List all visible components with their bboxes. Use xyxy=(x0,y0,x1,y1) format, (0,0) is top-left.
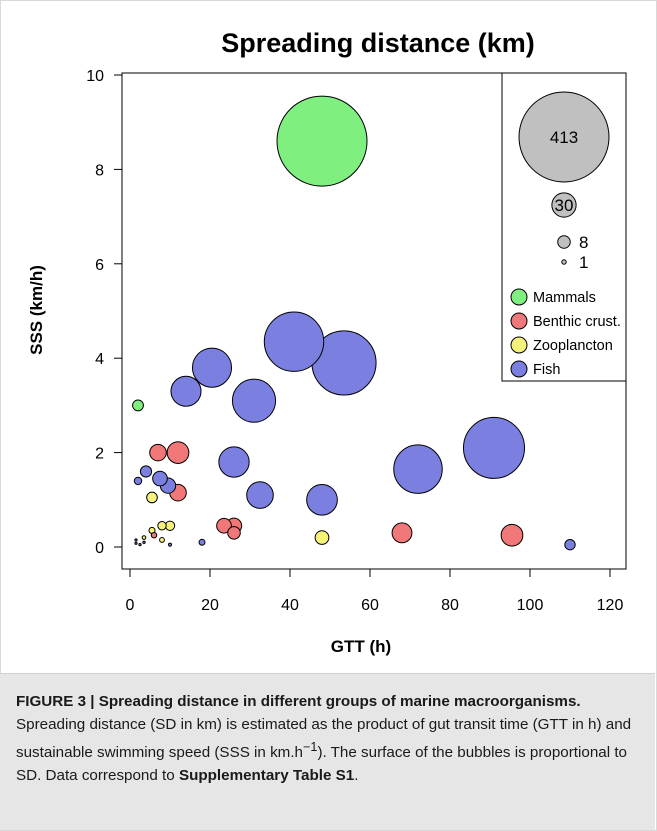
bubble-fish xyxy=(231,378,277,423)
bubble-benthic-crust xyxy=(391,522,413,544)
bubble-fish xyxy=(198,538,206,546)
legend-swatch xyxy=(510,288,528,306)
legend: 413 30 81 Mammals Benthic crust. Zooplancton… xyxy=(501,72,627,382)
caption-end: . xyxy=(354,767,359,785)
y-tick-label: 8 xyxy=(95,162,104,179)
size-legend: 413 30 81 xyxy=(518,91,610,272)
bubble-fish xyxy=(218,446,250,478)
x-tick-label: 60 xyxy=(361,597,379,614)
bubble-benthic-crust xyxy=(500,523,524,547)
legend-label: Benthic crust. xyxy=(533,314,621,330)
size-legend-bubble xyxy=(518,91,610,183)
bubble-fish xyxy=(462,416,526,479)
size-legend-bubble xyxy=(551,192,577,218)
bubble-zooplancton xyxy=(164,520,176,531)
x-tick-label: 20 xyxy=(201,597,219,614)
bubble-layer xyxy=(132,95,576,551)
bubble-zooplancton xyxy=(157,521,167,531)
caption-lead: FIGURE 3 | Spreading distance in differe… xyxy=(16,693,581,710)
bubble-fish xyxy=(152,470,168,487)
bubble-zooplancton xyxy=(141,535,147,540)
legend-label: Fish xyxy=(533,362,560,378)
bubble-fish xyxy=(564,538,576,551)
legend-label: Zooplancton xyxy=(533,338,613,354)
bubble-benthic-crust xyxy=(216,517,232,534)
color-legend: Mammals Benthic crust. Zooplancton Fish xyxy=(510,288,621,378)
caption-reference: Supplementary Table S1 xyxy=(178,767,355,785)
size-legend-label: 30 xyxy=(555,196,574,215)
bubble-fish xyxy=(191,347,233,388)
y-axis-label: SSS (km/h) xyxy=(27,265,46,355)
bubble-fish xyxy=(306,483,338,516)
x-tick-label: 40 xyxy=(281,597,299,614)
legend-swatch xyxy=(510,312,528,330)
caption-body-2: ). The surface of the bubbles is proport… xyxy=(16,744,627,785)
bubble-zooplancton xyxy=(159,536,165,543)
bubble-chart: Spreading distance (km) 0 20 40 60 80 100 120 … xyxy=(27,28,627,656)
caption-body: Spreading distance (SD in km) is estimat… xyxy=(16,716,632,762)
bubble-mammals xyxy=(132,399,144,412)
x-tick-label: 80 xyxy=(441,597,459,614)
legend-swatch xyxy=(510,360,528,378)
x-tick-label: 0 xyxy=(126,597,135,614)
bubble-fish xyxy=(246,481,274,509)
x-tick-label: 120 xyxy=(597,597,624,614)
bubble-zooplancton xyxy=(146,491,158,504)
bubble-fish xyxy=(139,465,153,478)
bubble-benthic-crust xyxy=(150,531,158,539)
x-axis: 0 20 40 60 80 100 120 xyxy=(126,568,624,614)
legend-swatch xyxy=(510,336,528,354)
x-axis-label: GTT (h) xyxy=(331,637,391,656)
bubble-fish xyxy=(263,311,325,372)
bubble-fish xyxy=(134,538,138,542)
size-legend-label: 413 xyxy=(550,128,578,147)
bubble-fish xyxy=(133,476,143,486)
bubble-mammals xyxy=(276,95,368,187)
y-tick-label: 4 xyxy=(95,351,104,368)
bubble-benthic-crust xyxy=(149,443,167,462)
figure-caption: FIGURE 3 | Spreading distance in differe… xyxy=(16,690,644,787)
chart-title: Spreading distance (km) xyxy=(221,28,535,58)
bubble-benthic-crust xyxy=(166,441,190,464)
bubble-fish xyxy=(138,543,142,547)
caption-superscript: −1 xyxy=(303,740,318,754)
size-legend-bubble xyxy=(561,259,567,265)
y-tick-label: 6 xyxy=(95,257,104,274)
size-legend-bubble xyxy=(557,235,571,249)
bubble-benthic-crust xyxy=(227,526,241,540)
bubble-fish xyxy=(134,541,138,545)
y-axis: 0 2 4 6 8 10 xyxy=(86,68,123,557)
y-tick-label: 2 xyxy=(95,446,104,463)
caption-background xyxy=(0,673,655,830)
bubble-fish xyxy=(167,542,173,547)
legend-label: Mammals xyxy=(533,290,596,306)
bubble-fish xyxy=(142,540,146,544)
bubble-fish xyxy=(170,375,202,407)
y-tick-label: 0 xyxy=(95,540,104,557)
x-tick-label: 100 xyxy=(517,597,544,614)
size-legend-label: 8 xyxy=(579,233,588,252)
size-legend-label: 1 xyxy=(579,253,588,272)
y-tick-label: 10 xyxy=(86,68,104,85)
bubble-fish xyxy=(393,444,443,494)
bubble-zooplancton xyxy=(314,530,330,545)
